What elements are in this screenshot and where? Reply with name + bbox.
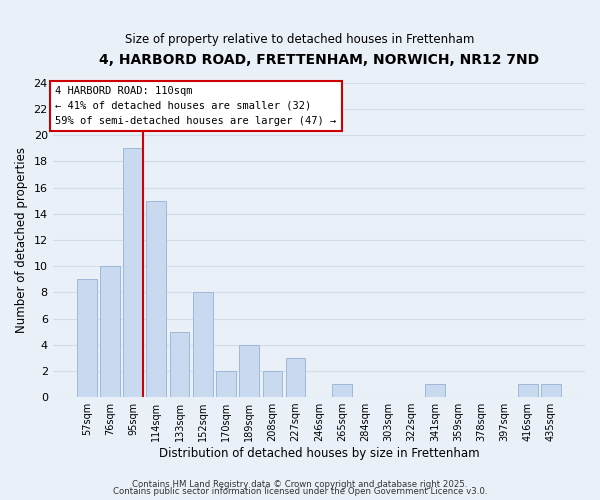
Bar — [146, 200, 166, 397]
Text: Contains public sector information licensed under the Open Government Licence v3: Contains public sector information licen… — [113, 488, 487, 496]
Title: 4, HARBORD ROAD, FRETTENHAM, NORWICH, NR12 7ND: 4, HARBORD ROAD, FRETTENHAM, NORWICH, NR… — [99, 52, 539, 66]
Bar — [263, 371, 282, 397]
Text: Size of property relative to detached houses in Frettenham: Size of property relative to detached ho… — [125, 32, 475, 46]
Bar — [425, 384, 445, 397]
Bar — [170, 332, 190, 397]
Text: Contains HM Land Registry data © Crown copyright and database right 2025.: Contains HM Land Registry data © Crown c… — [132, 480, 468, 489]
Bar — [216, 371, 236, 397]
Bar — [100, 266, 120, 397]
Bar — [193, 292, 212, 397]
Bar — [332, 384, 352, 397]
Bar — [541, 384, 561, 397]
Y-axis label: Number of detached properties: Number of detached properties — [15, 147, 28, 333]
Bar — [123, 148, 143, 397]
Bar — [239, 344, 259, 397]
Bar — [286, 358, 305, 397]
Bar — [77, 280, 97, 397]
Bar — [518, 384, 538, 397]
Text: 4 HARBORD ROAD: 110sqm
← 41% of detached houses are smaller (32)
59% of semi-det: 4 HARBORD ROAD: 110sqm ← 41% of detached… — [55, 86, 337, 126]
X-axis label: Distribution of detached houses by size in Frettenham: Distribution of detached houses by size … — [158, 447, 479, 460]
